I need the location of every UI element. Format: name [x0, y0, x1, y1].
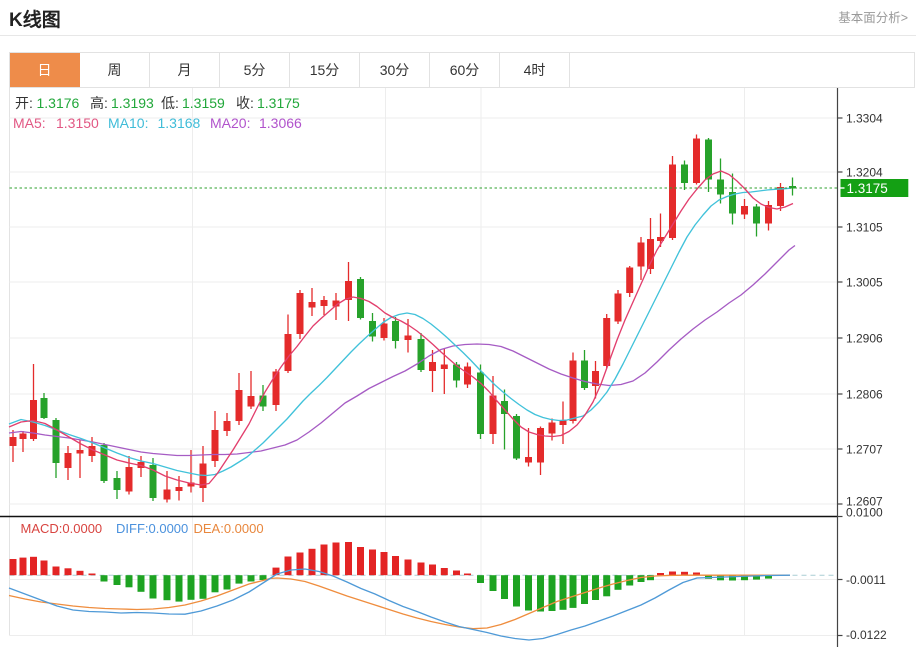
svg-text:1.3159: 1.3159	[182, 95, 225, 111]
svg-text:1.2806: 1.2806	[846, 387, 883, 401]
svg-text:1.3175: 1.3175	[257, 95, 300, 111]
svg-text:MA5:: MA5:	[13, 115, 46, 131]
svg-text:MACD:0.0000: MACD:0.0000	[21, 521, 103, 536]
svg-text:1.2607: 1.2607	[846, 494, 883, 508]
svg-text:1.2906: 1.2906	[846, 331, 883, 345]
svg-text:1.3176: 1.3176	[37, 95, 80, 111]
svg-text:1.3304: 1.3304	[846, 111, 883, 125]
svg-text:1.3175: 1.3175	[847, 181, 888, 196]
svg-text:-0.0122: -0.0122	[846, 628, 887, 642]
svg-text:1.3066: 1.3066	[259, 115, 302, 131]
svg-text:1.2707: 1.2707	[846, 442, 883, 456]
svg-text:MA20:: MA20:	[210, 115, 250, 131]
svg-text:低:: 低:	[161, 95, 179, 111]
svg-text:0.0100: 0.0100	[846, 505, 883, 519]
svg-text:1.3204: 1.3204	[846, 165, 883, 179]
svg-text:-0.0011: -0.0011	[846, 573, 886, 587]
svg-text:MA10:: MA10:	[108, 115, 148, 131]
svg-text:DEA:0.0000: DEA:0.0000	[194, 521, 264, 536]
svg-text:1.3168: 1.3168	[158, 115, 201, 131]
svg-text:1.3005: 1.3005	[846, 275, 883, 289]
svg-text:DIFF:0.0000: DIFF:0.0000	[116, 521, 188, 536]
svg-text:1.3193: 1.3193	[111, 95, 154, 111]
svg-text:1.3150: 1.3150	[56, 115, 99, 131]
svg-text:收:: 收:	[236, 95, 254, 111]
svg-text:1.3105: 1.3105	[846, 220, 883, 234]
svg-text:高:: 高:	[90, 95, 108, 111]
svg-text:开:: 开:	[15, 95, 33, 111]
